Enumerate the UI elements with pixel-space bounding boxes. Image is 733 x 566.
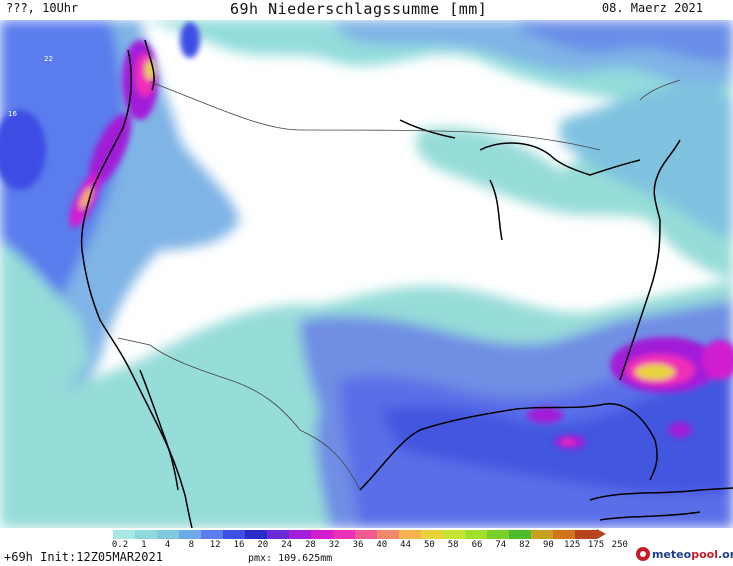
map-header: ???, 10Uhr 69h Niederschlagssumme [mm] 0… xyxy=(0,0,733,20)
color-scale-label: 50 xyxy=(423,540,435,550)
forecast-init-label: +69h Init:12Z05MAR2021 xyxy=(4,550,163,564)
color-scale-label: 12 xyxy=(209,540,221,550)
color-scale-segment xyxy=(509,530,531,539)
color-scale-label: 36 xyxy=(352,540,364,550)
color-scale-label: 66 xyxy=(471,540,483,550)
map-title: 69h Niederschlagssumme [mm] xyxy=(230,0,488,18)
valid-time-label: ???, 10Uhr xyxy=(6,1,79,15)
color-scale-label: 74 xyxy=(495,540,507,550)
color-scale-label: 58 xyxy=(447,540,459,550)
precipitation-field xyxy=(0,20,733,528)
color-scale-segment xyxy=(553,530,575,539)
color-scale-label: 90 xyxy=(542,540,554,550)
borders xyxy=(117,79,681,491)
valid-date-label: 08. Maerz 2021 xyxy=(601,1,703,15)
color-scale-label: 175 xyxy=(587,540,605,550)
color-scale-segment xyxy=(575,530,597,539)
color-scale-segment xyxy=(531,530,553,539)
color-scale-labels: 0.2 1 4 8 12 16 20 24 28 32 36 40 44 50 58 66 74 82 90 125 1… xyxy=(106,540,646,552)
color-scale-segment xyxy=(487,530,509,539)
color-scale-segment xyxy=(333,530,355,539)
pmax-label: pmx: 109.625mm xyxy=(248,553,333,564)
color-scale-segment xyxy=(311,530,333,539)
color-scale-label: 4 xyxy=(164,540,171,550)
color-scale-segment xyxy=(399,530,421,539)
color-scale-segment xyxy=(245,530,267,539)
color-scale-segment xyxy=(201,530,223,539)
color-scale-segment xyxy=(113,530,135,539)
color-scale-segment xyxy=(267,530,289,539)
color-scale-segment xyxy=(355,530,377,539)
color-scale-label: 125 xyxy=(564,540,581,550)
grid-label: 16 xyxy=(8,110,17,118)
precipitation-map: 22 16 xyxy=(0,20,733,528)
color-scale-segment xyxy=(223,530,245,539)
color-scale-segment xyxy=(179,530,201,539)
color-scale-bar xyxy=(113,530,597,539)
color-scale-segment xyxy=(135,530,157,539)
color-scale-label: 1 xyxy=(141,540,147,550)
color-scale-segment xyxy=(421,530,443,539)
color-scale-segment xyxy=(377,530,399,539)
logo-icon xyxy=(636,547,650,561)
color-scale-segment xyxy=(465,530,487,539)
color-scale-label: 24 xyxy=(281,540,293,550)
color-scale-label: 20 xyxy=(257,540,269,550)
color-scale-label: 8 xyxy=(188,540,195,550)
color-scale-label: 250 xyxy=(611,540,628,550)
color-scale-segment xyxy=(157,530,179,539)
color-scale-label: 82 xyxy=(519,540,531,550)
color-scale-label: 32 xyxy=(328,540,340,550)
color-scale-label: 28 xyxy=(304,540,316,550)
color-scale-label: 0.2 xyxy=(111,540,129,550)
grid-label: 22 xyxy=(44,55,53,63)
color-scale-label: 44 xyxy=(400,540,412,550)
color-scale-arrow xyxy=(597,529,606,539)
color-scale-label: 40 xyxy=(376,540,388,550)
coastlines xyxy=(80,39,733,528)
logo-text: meteopool.org xyxy=(652,547,733,561)
color-scale-segment xyxy=(289,530,311,539)
color-scale-label: 16 xyxy=(233,540,245,550)
meteopool-logo[interactable]: meteopool.org xyxy=(636,547,733,561)
color-scale-segment xyxy=(443,530,465,539)
